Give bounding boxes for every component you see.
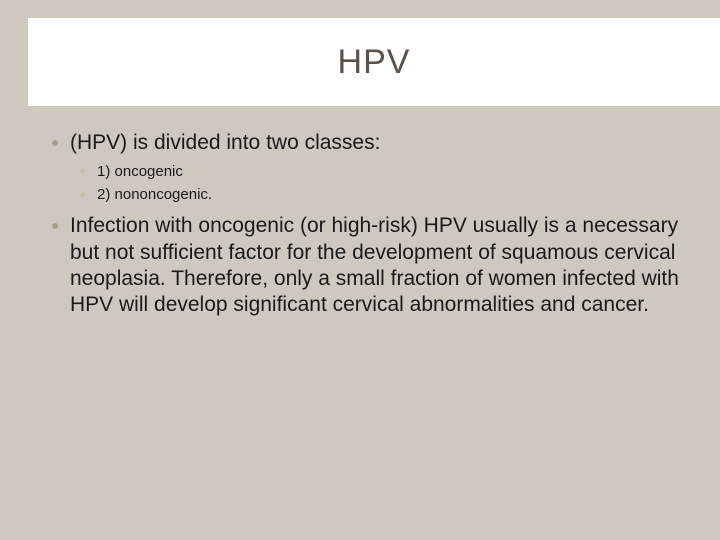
bullet-dot-icon xyxy=(80,192,85,197)
bullet-level2: 1) oncogenic xyxy=(80,162,680,182)
bullet-text: Infection with oncogenic (or high-risk) … xyxy=(70,213,680,318)
bullet-dot-icon xyxy=(80,169,85,174)
bullet-level2: 2) nononcogenic. xyxy=(80,185,680,205)
slide-content: (HPV) is divided into two classes: 1) on… xyxy=(52,130,680,324)
bullet-text: 2) nononcogenic. xyxy=(97,185,212,205)
bullet-dot-icon xyxy=(52,223,58,229)
bullet-dot-icon xyxy=(52,140,58,146)
title-panel: HPV xyxy=(28,18,720,106)
bullet-level1: (HPV) is divided into two classes: xyxy=(52,130,680,156)
slide: HPV (HPV) is divided into two classes: 1… xyxy=(0,0,720,540)
bullet-text: (HPV) is divided into two classes: xyxy=(70,130,380,156)
slide-title: HPV xyxy=(338,43,411,82)
bullet-text: 1) oncogenic xyxy=(97,162,183,182)
bullet-level1: Infection with oncogenic (or high-risk) … xyxy=(52,213,680,318)
